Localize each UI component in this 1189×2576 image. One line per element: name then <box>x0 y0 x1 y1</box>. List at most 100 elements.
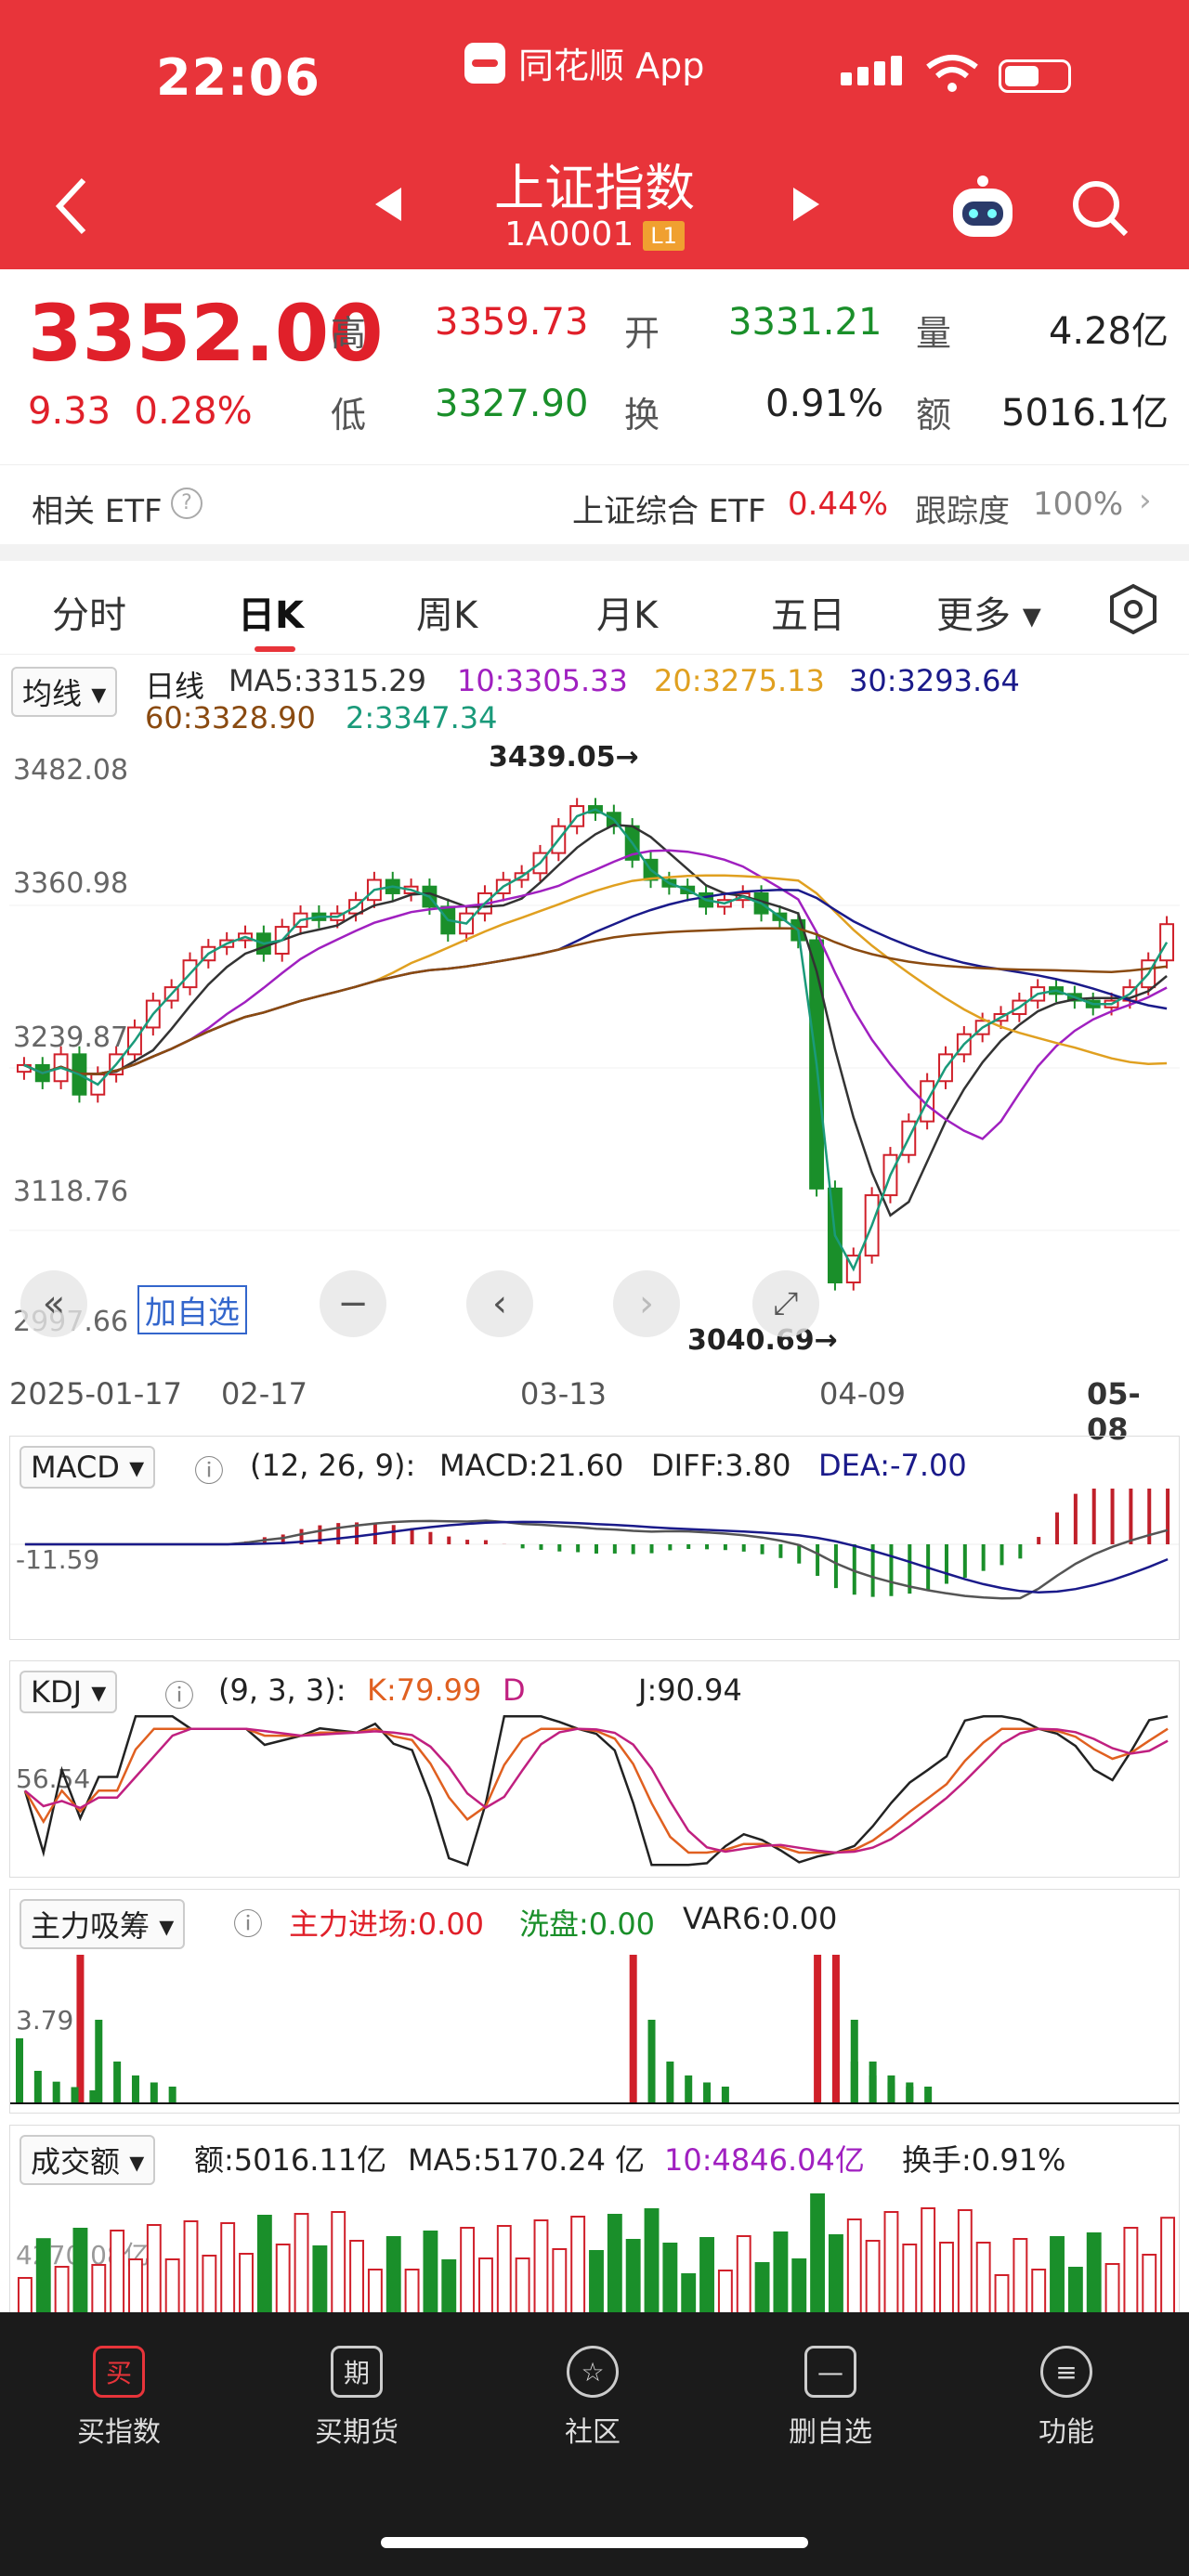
macd-select-label: MACD <box>31 1450 120 1485</box>
change-value: 9.33 <box>28 390 111 433</box>
high-marker: 3439.05→ <box>489 741 639 774</box>
functions-icon: ≡ <box>1040 2346 1092 2398</box>
main-force-bar <box>76 1955 85 2103</box>
main-force-select[interactable]: 主力吸筹 ▾ <box>20 1899 186 1949</box>
nav-functions[interactable]: ≡ 功能 <box>992 2346 1141 2450</box>
kdj-panel: KDJ ▾ ⓘ (9, 3, 3): K:79.99 D J:90.94 56.… <box>9 1660 1180 1878</box>
macd-panel: MACD ▾ ⓘ (12, 26, 9): MACD:21.60 DIFF:3.… <box>9 1436 1180 1640</box>
kdj-k-line <box>23 1727 1169 1854</box>
tab-intraday[interactable]: 分时 <box>52 594 126 637</box>
prev-stock-icon[interactable] <box>372 184 405 225</box>
tab-daily-k[interactable]: 日K <box>238 594 304 637</box>
robot-assistant-icon[interactable] <box>947 172 1018 242</box>
washout-bar <box>703 2082 712 2103</box>
scroll-right-icon[interactable]: › <box>613 1270 680 1337</box>
kdj-chart[interactable] <box>10 1713 1179 1875</box>
volume-bar <box>1086 2232 1102 2334</box>
washout-bar <box>89 2090 98 2103</box>
scroll-left-icon[interactable]: ‹ <box>466 1270 533 1337</box>
x-label-2: 02-17 <box>221 1376 307 1412</box>
washout-bar <box>71 2087 79 2103</box>
ma10-value: 10:3305.33 <box>457 663 628 698</box>
volume-select[interactable]: 成交额 ▾ <box>20 2135 156 2185</box>
fullscreen-icon[interactable]: ⤢ <box>752 1270 819 1337</box>
change-percent: 0.28% <box>134 390 253 433</box>
volume-chart[interactable] <box>10 2179 1179 2334</box>
y-label-4: 3118.76 <box>13 1176 129 1208</box>
volume-ma5: MA5:5170.24 亿 <box>408 2142 646 2178</box>
washout-bar <box>721 2087 729 2103</box>
tab-more[interactable]: 更多 ▾ <box>936 594 1041 637</box>
nav-remove-watch-label: 删自选 <box>789 2416 872 2449</box>
volume-select-label: 成交额 <box>31 2144 121 2179</box>
volume-ma10: 10:4846.04亿 <box>664 2142 865 2178</box>
etf-percent: 0.44% <box>788 486 889 523</box>
kdj-params: (9, 3, 3): <box>218 1672 346 1708</box>
washout-bar <box>647 2020 656 2103</box>
macd-chart[interactable] <box>10 1489 1179 1637</box>
washout-bar <box>850 2020 858 2103</box>
k-value: K:79.99 <box>367 1672 482 1708</box>
main-force-help-icon[interactable]: ⓘ <box>233 1906 264 1942</box>
app-logo-icon <box>464 42 505 84</box>
volume-bar <box>865 2240 881 2334</box>
volume-bar <box>736 2235 751 2334</box>
period-tabs: 分时 日K 周K 月K 五日 更多 ▾ <box>0 561 1189 655</box>
ma-select[interactable]: 均线 ▾ <box>11 667 118 717</box>
tab-weekly-k[interactable]: 周K <box>416 594 478 637</box>
search-icon[interactable] <box>1068 176 1131 240</box>
tab-monthly-k[interactable]: 月K <box>596 594 659 637</box>
zoom-out-icon[interactable]: − <box>320 1270 386 1337</box>
app-indicator: 同花顺 App <box>464 37 704 88</box>
nav-buy-futures[interactable]: 期 买期货 <box>282 2346 431 2450</box>
settings-hexagon-icon[interactable] <box>1107 583 1159 635</box>
volume-bar <box>607 2214 622 2334</box>
main-force-bar <box>629 1955 637 2103</box>
community-icon: ☆ <box>567 2346 619 2398</box>
help-icon[interactable]: ? <box>171 488 203 519</box>
volume-bar <box>294 2213 309 2334</box>
volume-bar <box>902 2244 918 2334</box>
washout-bar <box>16 2038 23 2103</box>
kline-chart[interactable] <box>9 743 1180 1430</box>
main-force-chart[interactable] <box>10 1945 1179 2111</box>
washout-value: 洗盘:0.00 <box>519 1906 656 1942</box>
macd-help-icon[interactable]: ⓘ <box>194 1453 225 1489</box>
volume-bar <box>146 2224 162 2334</box>
volume-bar <box>256 2215 272 2334</box>
buy-index-icon: 买 <box>93 2346 145 2398</box>
nav-remove-watch[interactable]: — 删自选 <box>756 2346 905 2450</box>
macd-y-label: -11.59 <box>16 1544 100 1575</box>
nav-buy-index-label: 买指数 <box>77 2416 161 2449</box>
washout-bar <box>887 2075 895 2103</box>
back-icon[interactable] <box>54 176 91 236</box>
tab-five-day[interactable]: 五日 <box>771 594 845 637</box>
volume-bar <box>1160 2217 1176 2334</box>
volume-bar <box>533 2219 549 2334</box>
washout-bar <box>168 2087 176 2103</box>
next-stock-icon[interactable] <box>790 184 823 225</box>
x-label-3: 03-13 <box>520 1376 607 1412</box>
washout-bar <box>131 2075 139 2103</box>
scroll-left-fast-icon[interactable]: « <box>20 1270 87 1337</box>
price-change: 9.33 0.28% <box>28 390 253 433</box>
kdj-help-icon[interactable]: ⓘ <box>164 1678 195 1713</box>
nav-community[interactable]: ☆ 社区 <box>518 2346 667 2450</box>
ma5-value: MA5:3315.29 <box>229 663 426 698</box>
ma60-line <box>23 927 1168 1075</box>
kdj-select-label: KDJ <box>31 1674 83 1710</box>
d-value: D <box>503 1672 526 1708</box>
page-title: 上证指数 <box>494 159 695 217</box>
current-price: 3352.00 <box>28 288 384 379</box>
kdj-select[interactable]: KDJ ▾ <box>20 1671 118 1713</box>
related-etf-row[interactable]: 相关 ETF ? 上证综合 ETF 0.44% 跟踪度 100% › <box>0 464 1189 545</box>
add-watchlist-button[interactable]: 加自选 <box>137 1285 247 1334</box>
washout-bar <box>869 2062 877 2103</box>
nav-community-label: 社区 <box>565 2416 621 2449</box>
macd-select[interactable]: MACD ▾ <box>20 1446 156 1489</box>
remove-watch-icon: — <box>804 2346 856 2398</box>
x-label-4: 04-09 <box>819 1376 906 1412</box>
nav-buy-index[interactable]: 买 买指数 <box>45 2346 193 2450</box>
futures-icon: 期 <box>331 2346 383 2398</box>
ma2-line <box>23 808 1169 1272</box>
